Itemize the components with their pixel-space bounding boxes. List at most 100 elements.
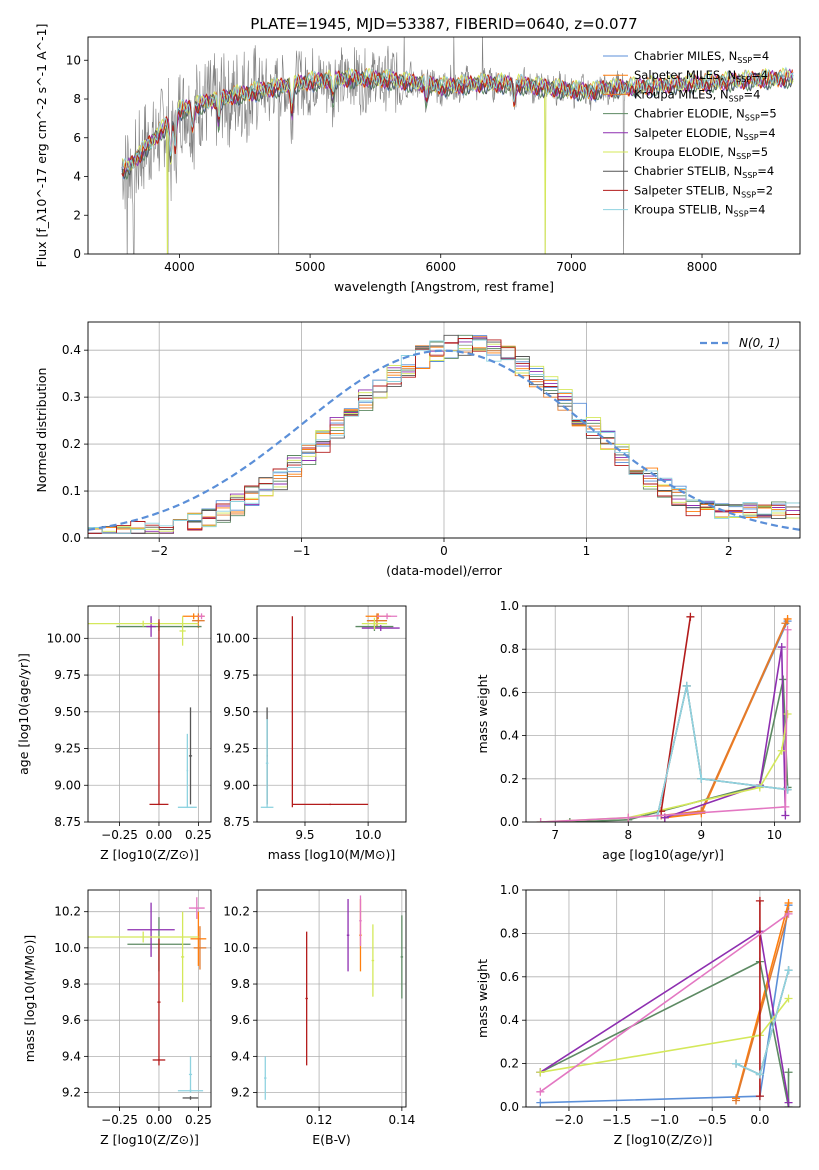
weight-marker-kroupa_miles [697,807,706,816]
model-spectrum-kroupa_stelib [121,66,794,171]
y-tick-label: 0.8 [500,642,519,656]
y-tick-label: 0.4 [500,1013,519,1027]
weight-marker-chabrier_miles [536,1098,545,1107]
x-tick-label: 0.0 [750,1113,769,1127]
y-axis-label: mass [log10(M/M⊙)] [22,935,37,1063]
x-axis-label: Z [log10(Z/Z⊙)] [100,847,199,862]
mass_vs_ebv-panel: 0.12 0.14 9.2 9.4 9.6 9.8 10.0 10.2 E(B-V) [223,889,415,1147]
y-tick-label: 9.2 [62,1086,81,1100]
weight-marker-salpeter_stelib [755,896,764,905]
x-tick-label: −2.0 [554,1113,583,1127]
x-axis-label: (data-model)/error [386,563,503,578]
weight_vs_Z-plot-area [536,896,793,1107]
residuals-panel: −2 −1 0 1 2 0.0 0.1 0.2 0.3 0.4 (data-model)/error… [34,321,801,578]
model-spectrum-chabrier_elodie [121,71,794,181]
legend-label-chabrier_stelib: Chabrier STELIB, NSSP=4 [634,164,774,180]
y-tick-label: 0.4 [62,343,81,357]
x-tick-label: 1 [583,544,591,558]
weight-line-salpeter_miles [735,902,790,1099]
weight-marker-salpeter_miles [783,614,792,623]
x-tick-label: 8 [624,828,632,842]
legend-label-salpeter_stelib: Salpeter STELIB, NSSP=2 [634,183,773,199]
weight-marker-pink [536,1087,545,1096]
weight-marker-kroupa_stelib [755,1070,764,1079]
x-tick-label: 6000 [425,260,456,274]
x-tick-label: 4000 [164,260,195,274]
weight-marker-kroupa_miles [732,1096,741,1105]
weight-marker-pink [781,802,790,811]
x-tick-label: 7000 [556,260,587,274]
y-tick-label: 6 [73,131,81,145]
y-tick-label: 9.50 [54,705,81,719]
weight-line-kroupa_elodie [540,713,789,822]
x-axis-label: Z [log10(Z/Z⊙)] [614,1132,713,1147]
weight-marker-pink [784,909,793,918]
weight_vs_age-panel: 7 8 9 10 0.0 0.2 0.4 0.6 0.8 1.0 age [log10(age/yr… [475,599,801,862]
histogram-kroupa_stelib [88,339,800,534]
x-tick-label: −1 [293,544,311,558]
weight-marker-salpeter_stelib [755,1092,764,1101]
y-tick-label: 0.3 [62,390,81,404]
weight_vs_Z-panel: −2.0 −1.5 −1.0 −0.5 0.0 0.0 0.2 0.4 0.6 0.8 1.0 Z [… [475,883,801,1147]
legend-label-chabrier_elodie: Chabrier ELODIE, NSSP=5 [634,107,777,123]
y-tick-label: 0.4 [500,729,519,743]
y-tick-label: 0.0 [500,1100,519,1114]
y-tick-label: 0.2 [500,772,519,786]
x-tick-label: 10 [767,828,782,842]
y-tick-label: 10.00 [216,631,250,645]
weight-marker-kroupa_elodie [784,994,793,1003]
age_vs_Z-plot-area [88,613,205,809]
x-tick-label: 10.0 [355,828,382,842]
weight-marker-kroupa_stelib [682,681,691,690]
x-tick-label: −0.25 [101,1113,138,1127]
y-tick-label: 10.00 [47,631,81,645]
axes-frame [525,605,801,823]
weight-marker-kroupa_elodie [777,746,786,755]
legend-label-salpeter_elodie: Salpeter ELODIE, NSSP=4 [634,126,776,142]
weight_vs_age-plot-area [536,612,792,822]
y-tick-label: 9.75 [223,668,250,682]
x-tick-label: 9.5 [295,828,314,842]
y-tick-label: 10.0 [54,941,81,955]
y-tick-label: 10.2 [223,905,250,919]
x-axis-label: Z [log10(Z/Z⊙)] [100,1132,199,1147]
legend-label-normal: N(0, 1) [739,336,780,350]
legend-label-kroupa_stelib: Kroupa STELIB, NSSP=4 [634,203,765,219]
x-tick-label: −1.0 [650,1113,679,1127]
y-tick-label: 10.0 [223,941,250,955]
axes-frame [87,605,212,823]
x-tick-label: 0.00 [146,1113,173,1127]
weight-line-chabrier_elodie [539,960,790,1107]
mass_vs_ebv-plot-area [264,895,404,1100]
axes-frame [525,889,801,1108]
observed-spectrum [121,37,627,254]
weight-marker-kroupa_miles [781,619,790,628]
age_vs_Z-panel: −0.25 0.00 0.25 8.75 9.00 9.25 9.50 9.75 10.00 Z … [16,605,212,862]
weight-line-pink [539,913,789,1093]
spectrum-panel: 4000 5000 6000 7000 8000 0 2 4 6 8 10 wavelength [A… [34,24,801,294]
weight-marker-kroupa_stelib [732,1059,741,1068]
age_vs_mass-plot-area [260,613,400,809]
y-tick-label: 4 [73,170,81,184]
y-tick-label: 0.2 [62,437,81,451]
legend-label-kroupa_elodie: Kroupa ELODIE, NSSP=5 [634,145,768,161]
residuals-plot-area [88,334,800,534]
spectrum-legend: Chabrier MILES, NSSP=4 Salpeter MILES, NS… [603,49,777,219]
weight-marker-pink [783,625,792,634]
weight-line-pink [540,629,789,822]
y-tick-label: 8 [73,92,81,106]
y-tick-label: 0.2 [500,1057,519,1071]
weight-marker-salpeter_elodie [784,1098,793,1107]
y-tick-label: 0.1 [62,484,81,498]
y-tick-label: 9.8 [231,977,250,991]
axes-frame [87,36,801,255]
x-tick-label: 7 [551,828,559,842]
normal-curve [88,349,800,531]
y-axis-label: Normed distribution [34,368,49,493]
y-tick-label: 9.2 [231,1086,250,1100]
axes-frame [256,605,407,823]
axes-frame [87,889,212,1108]
x-axis-label: E(B-V) [312,1132,351,1147]
x-tick-label: −0.5 [698,1113,727,1127]
